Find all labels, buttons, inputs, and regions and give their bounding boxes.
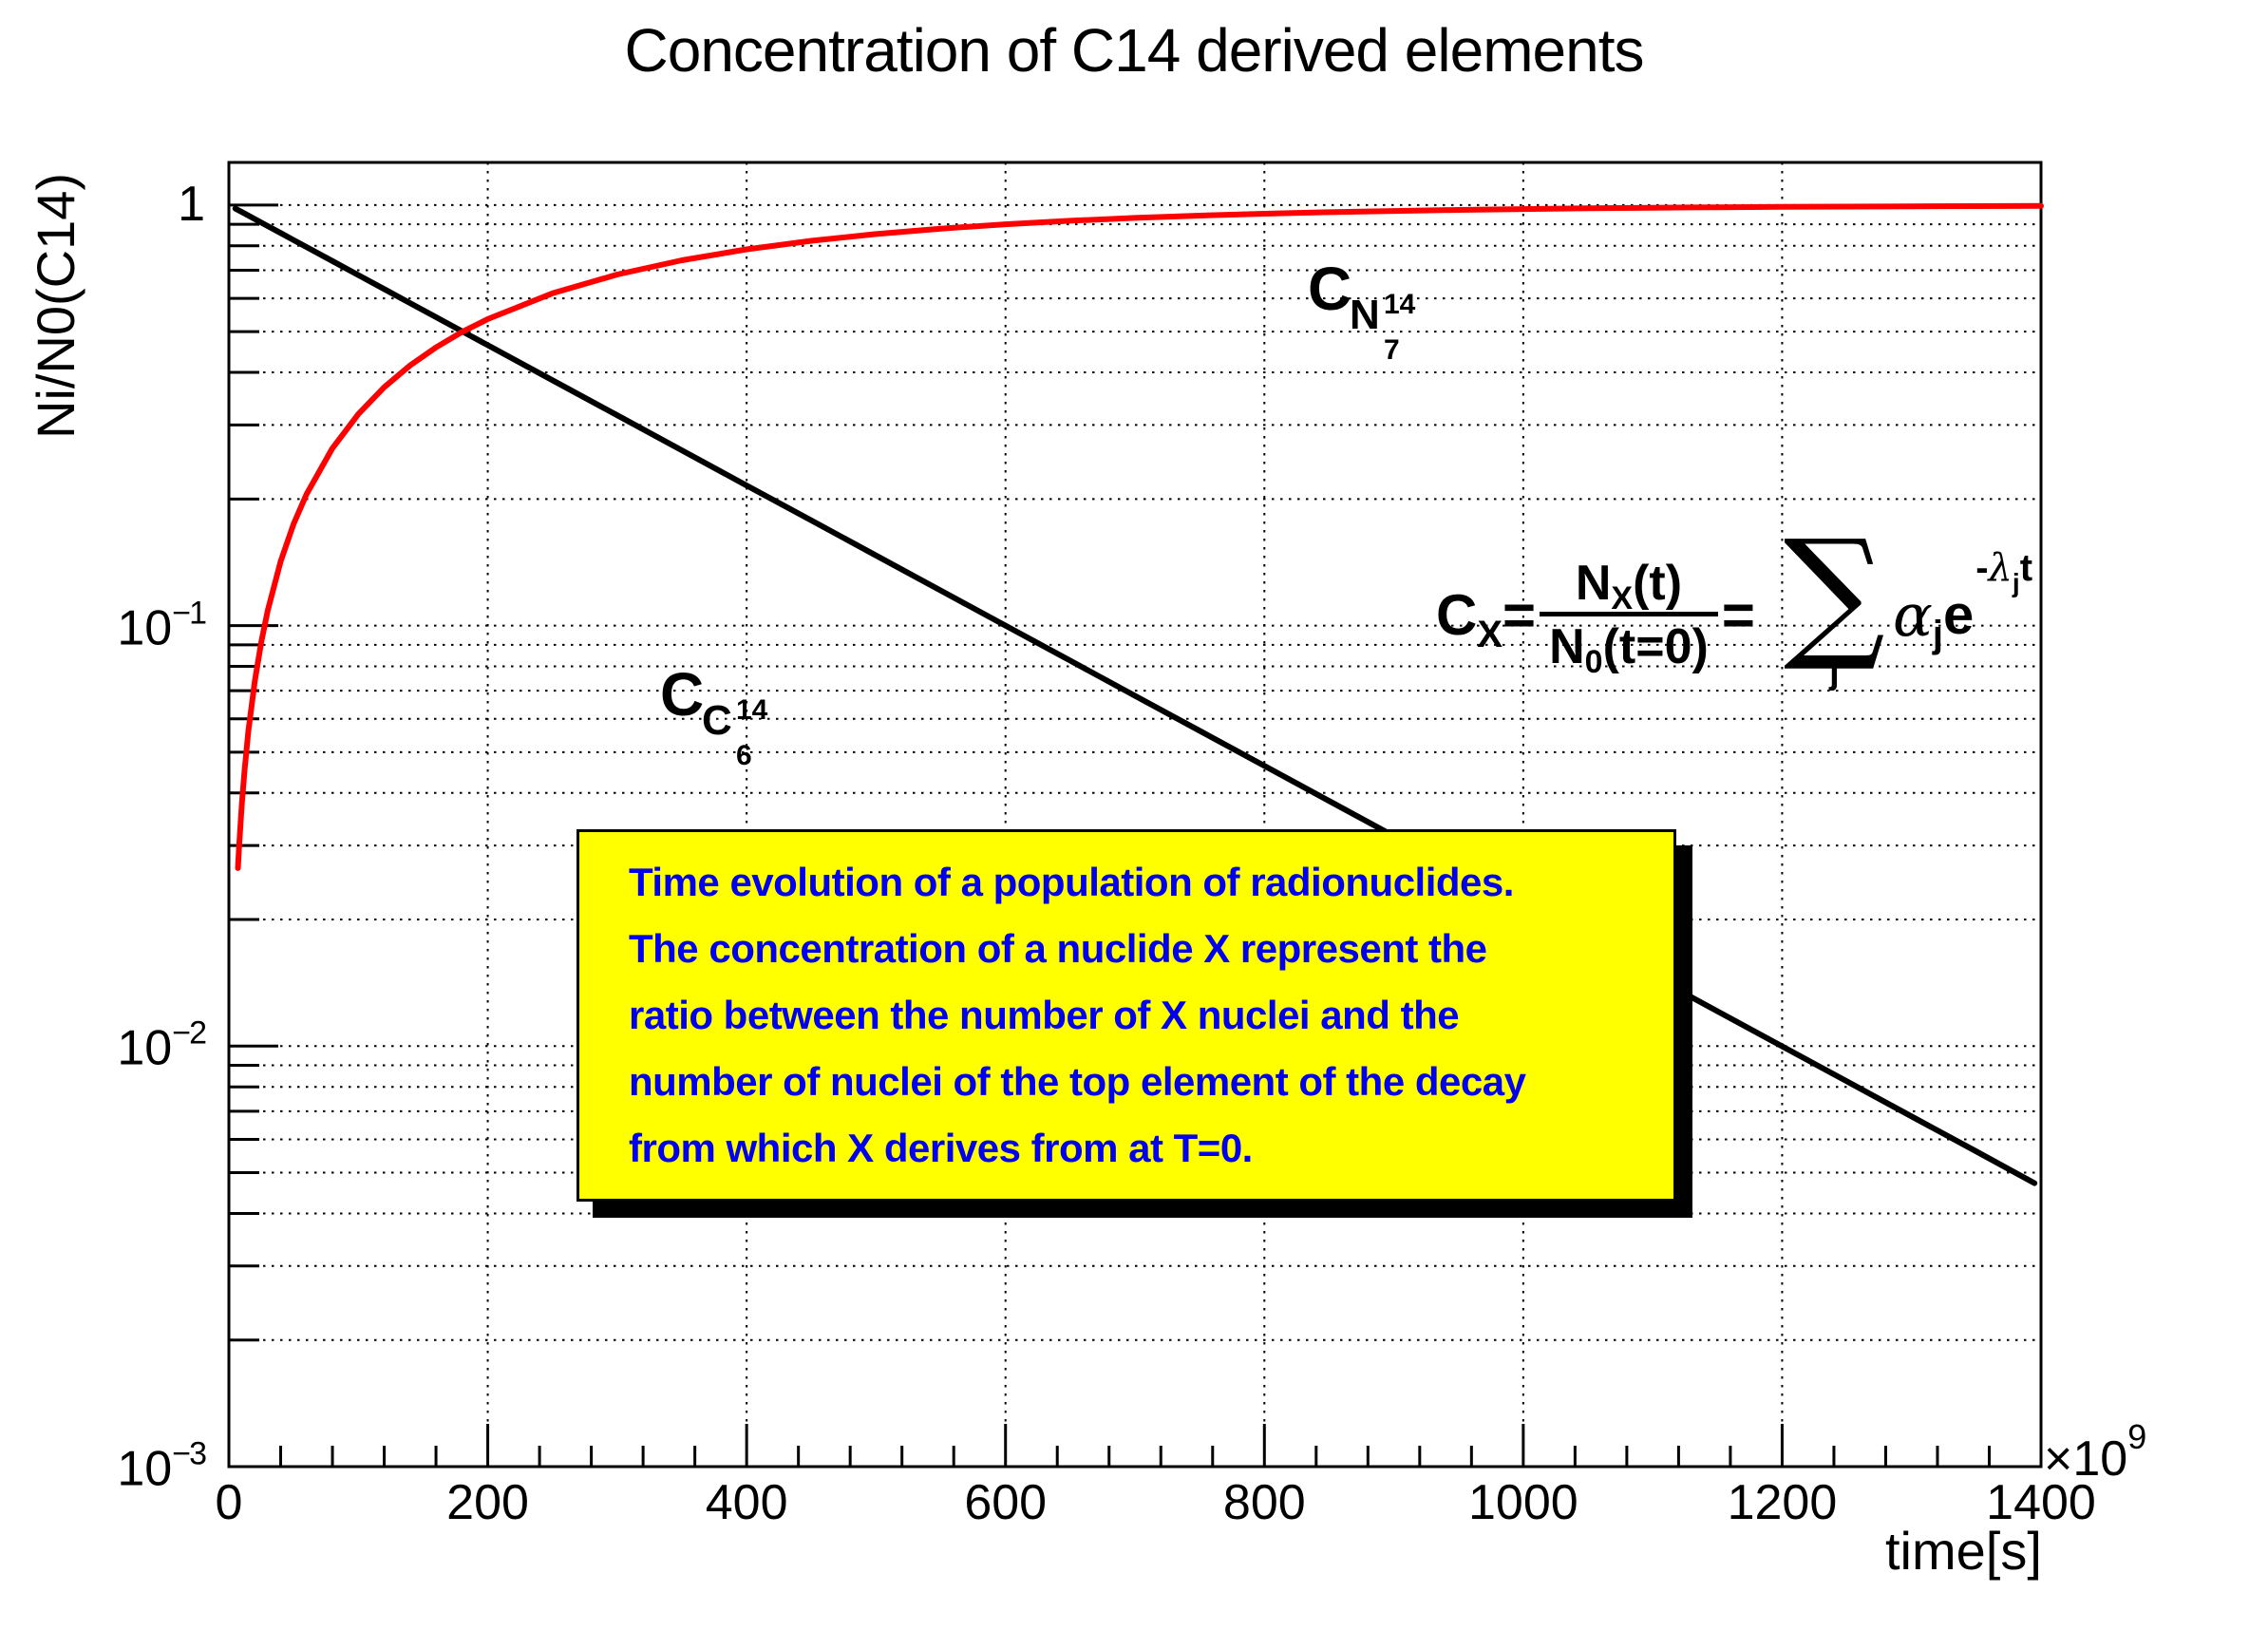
lambda-symbol: λ bbox=[1988, 545, 2013, 590]
y-tick-label: 1 bbox=[178, 176, 205, 232]
formula-num-rest: (t) bbox=[1633, 556, 1683, 611]
exponent: -λjt bbox=[1975, 545, 2033, 597]
alpha-symbol: α bbox=[1892, 579, 1933, 650]
formula-num-sub: X bbox=[1611, 580, 1634, 616]
formula-fraction: NX(t) N0(t=0) bbox=[1540, 556, 1718, 678]
description-box: Time evolution of a population of radion… bbox=[576, 829, 1676, 1202]
y-tick-label: 10−3 bbox=[117, 1435, 207, 1497]
note-line: ratio between the number of X nuclei and… bbox=[629, 993, 1460, 1037]
x-tick-label: 600 bbox=[964, 1475, 1048, 1530]
formula-den-base: N bbox=[1549, 619, 1585, 674]
curve-label-n14-mass: 14 bbox=[1384, 289, 1416, 320]
curve-label-c14-element: C bbox=[702, 697, 732, 744]
curve-label-c14-mass: 14 bbox=[736, 694, 768, 726]
y-tick-labels: 1 10−1 10−2 10−3 bbox=[0, 0, 211, 1630]
curve-label-c14-main: C bbox=[660, 660, 705, 729]
formula-equals-1: = bbox=[1503, 582, 1537, 647]
alpha-sub: j bbox=[1932, 613, 1943, 655]
euler-e: e bbox=[1942, 583, 1975, 646]
formula-equals-2: = bbox=[1721, 582, 1755, 647]
x-axis-title: time[s] bbox=[1885, 1521, 2042, 1581]
lambda-sub: j bbox=[2012, 567, 2020, 597]
curve-label-n14-main: C bbox=[1308, 255, 1352, 323]
x-tick-label: 400 bbox=[705, 1475, 788, 1530]
formula-lhs-sub: X bbox=[1477, 613, 1503, 655]
concentration-formula: C X = NX(t) N0(t=0) = ∑ j α j e -λjt bbox=[1436, 518, 2032, 712]
curve-label-n14-charge: 7 bbox=[1384, 334, 1400, 366]
x-tick-label: 1400 bbox=[1986, 1475, 2096, 1530]
curve-label-n14-element: N bbox=[1350, 292, 1380, 338]
summation-index: j bbox=[1829, 651, 1840, 692]
x-axis-exponent-base: ×10 bbox=[2044, 1431, 2128, 1487]
plot-title: Concentration of C14 derived elements bbox=[624, 16, 1645, 85]
summation: ∑ j bbox=[1783, 509, 1885, 692]
note-line: number of nuclei of the top element of t… bbox=[629, 1059, 1526, 1104]
y-tick-label: 10−2 bbox=[117, 1014, 207, 1076]
curve-label-n14: C N 14 7 bbox=[1308, 258, 1441, 382]
x-tick-label: 0 bbox=[215, 1475, 243, 1530]
x-tick-label: 1200 bbox=[1727, 1475, 1838, 1530]
formula-den-sub: 0 bbox=[1584, 644, 1603, 680]
note-line: from which X derives from at T=0. bbox=[629, 1126, 1253, 1170]
x-tick-label: 1000 bbox=[1468, 1475, 1578, 1530]
x-tick-label: 200 bbox=[446, 1475, 529, 1530]
x-axis-exponent-power: 9 bbox=[2127, 1417, 2147, 1456]
note-line: Time evolution of a population of radion… bbox=[629, 860, 1514, 904]
formula-lhs: C bbox=[1436, 582, 1478, 647]
curve-label-c14: C C 14 6 bbox=[660, 664, 793, 787]
formula-numerator: NX(t) bbox=[1566, 556, 1692, 615]
x-tick-label: 800 bbox=[1222, 1475, 1306, 1530]
note-line: The concentration of a nuclide X represe… bbox=[629, 926, 1487, 971]
curve-label-c14-charge: 6 bbox=[736, 740, 752, 771]
formula-den-rest: (t=0) bbox=[1602, 619, 1709, 674]
formula-num-base: N bbox=[1575, 556, 1612, 611]
y-tick-label: 10−1 bbox=[117, 594, 207, 655]
exponent-t: t bbox=[2019, 546, 2033, 589]
sigma-symbol: ∑ bbox=[1783, 509, 1885, 675]
exponent-minus: - bbox=[1975, 546, 1989, 589]
formula-denominator: N0(t=0) bbox=[1540, 616, 1718, 678]
fraction-bar bbox=[1540, 612, 1718, 616]
x-axis-exponent: ×109 bbox=[2044, 1417, 2146, 1488]
